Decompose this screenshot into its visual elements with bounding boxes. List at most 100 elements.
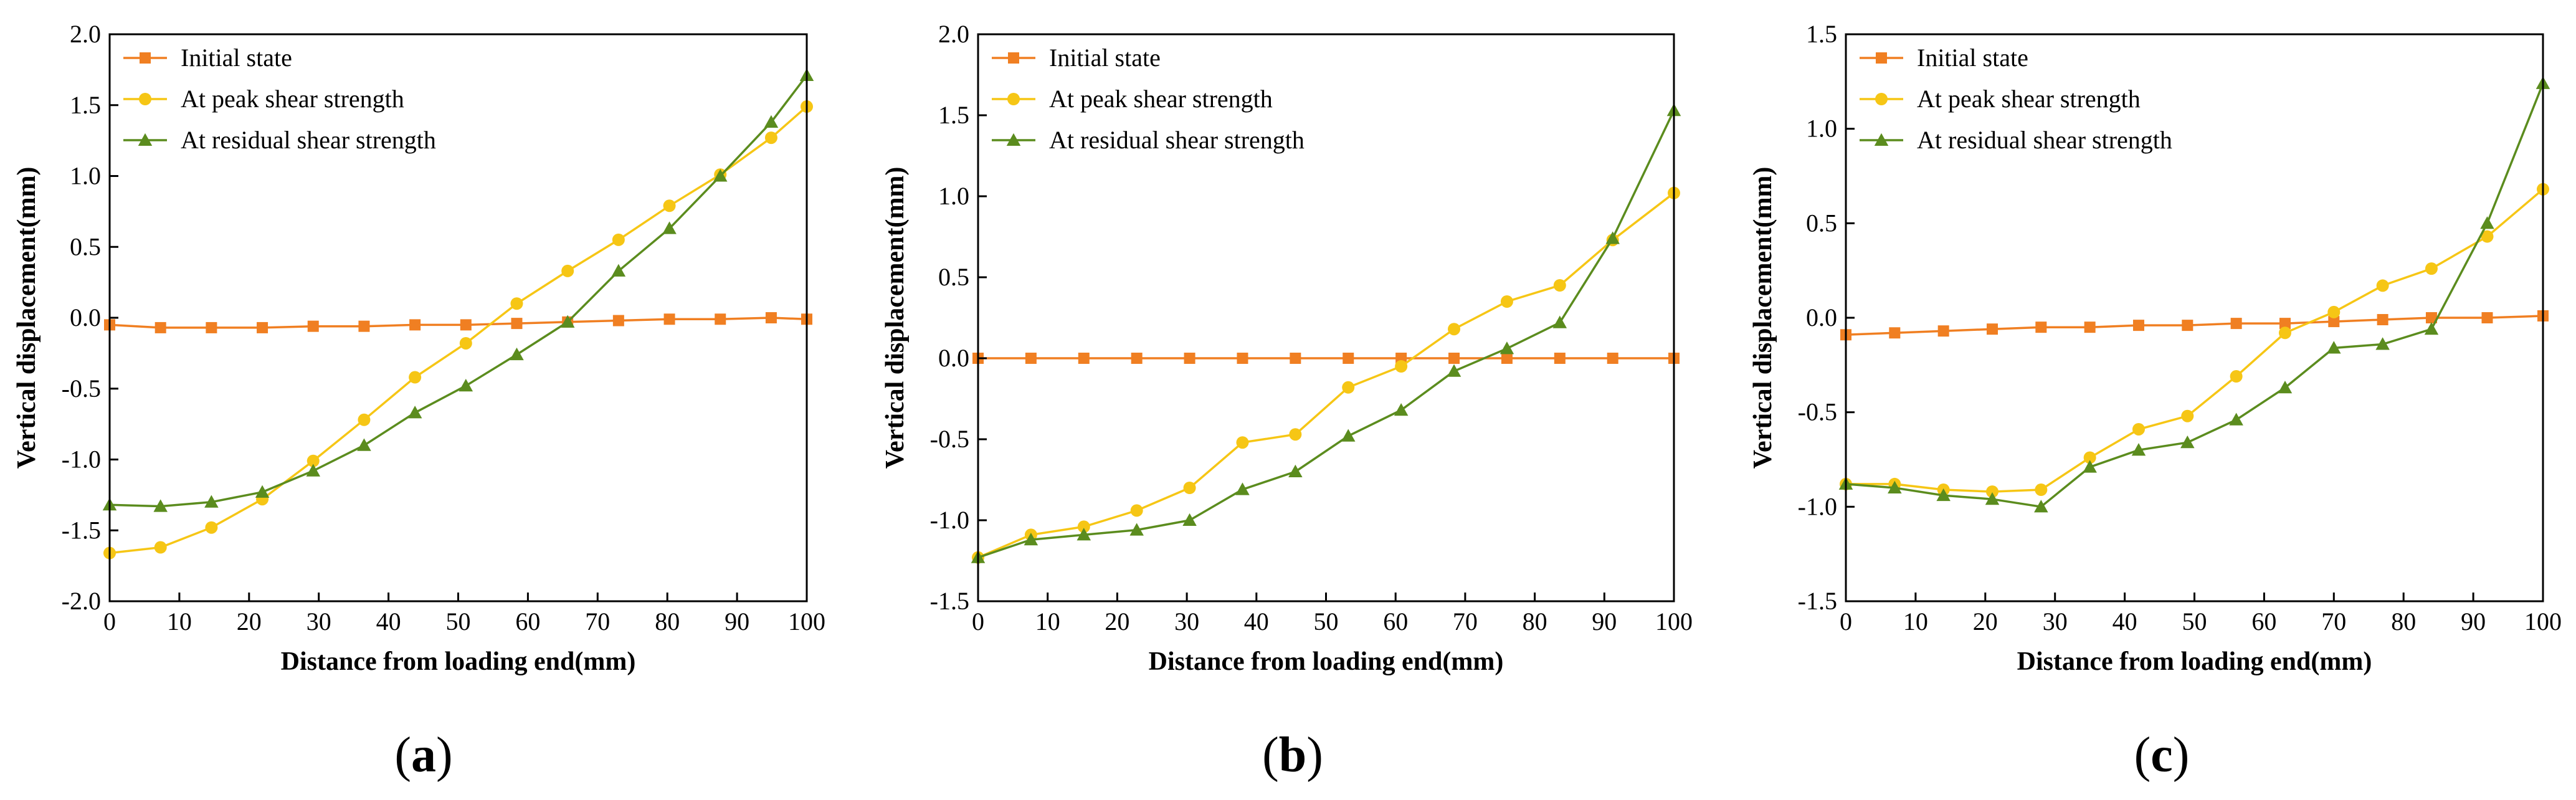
x-tick-label: 40 (1244, 607, 1269, 636)
data-point-1-3 (1985, 485, 1999, 498)
x-tick-label: 80 (655, 607, 680, 636)
legend: Initial state At peak shear strength At re… (1860, 44, 2172, 154)
data-point-2-4 (306, 464, 320, 477)
data-point-2-8 (510, 347, 524, 361)
legend-marker-2 (1006, 133, 1021, 146)
data-point-1-13 (764, 131, 777, 145)
x-tick-label: 90 (1592, 607, 1617, 636)
y-tick-label: -0.5 (62, 374, 101, 402)
caption-paren-open: ( (1262, 728, 1279, 783)
x-axis-title: Distance from loading end(mm) (281, 647, 636, 676)
data-point-0-9 (2279, 318, 2291, 330)
data-point-1-11 (2376, 279, 2389, 292)
data-point-1-11 (663, 199, 676, 212)
legend-label-0: Initial state (1917, 44, 2028, 72)
data-point-2-5 (357, 438, 371, 451)
caption-paren-close: ) (2173, 728, 2190, 783)
data-point-0-12 (2425, 312, 2437, 323)
caption-paren-open: ( (394, 728, 411, 783)
y-tick-label: -1.5 (930, 587, 969, 615)
data-point-2-6 (2131, 443, 2146, 456)
x-tick-label: 70 (2321, 607, 2346, 636)
legend: Initial state At peak shear strength At re… (992, 44, 1305, 154)
x-tick-label: 0 (972, 607, 984, 636)
y-tick-label: -1.0 (930, 506, 969, 534)
x-tick-label: 80 (2391, 607, 2416, 636)
y-tick-label: -1.5 (62, 516, 101, 544)
y-axis-title: Vertical displacement(mm) (12, 167, 41, 469)
legend-label-2: At residual shear strength (1049, 126, 1305, 154)
x-tick-label: 90 (725, 607, 749, 636)
data-point-1-4 (1183, 482, 1196, 494)
x-tick-label: 0 (1840, 607, 1852, 636)
data-point-0-5 (1237, 353, 1248, 364)
legend-marker-2 (138, 133, 153, 146)
data-point-0-12 (1607, 353, 1618, 364)
data-point-1-7 (1342, 381, 1355, 394)
x-tick-label: 100 (788, 607, 825, 636)
y-tick-label: 1.5 (1806, 20, 1837, 48)
data-point-0-6 (1290, 353, 1301, 364)
data-point-1-12 (2425, 262, 2438, 275)
data-point-2-11 (1552, 315, 1567, 328)
legend: Initial state At peak shear strength At re… (123, 44, 436, 154)
x-tick-label: 10 (167, 607, 192, 636)
x-tick-label: 30 (307, 607, 331, 636)
data-point-2-12 (1605, 231, 1620, 244)
legend-marker-0 (1008, 52, 1019, 64)
data-point-0-1 (154, 321, 166, 333)
x-tick-label: 20 (1105, 607, 1129, 636)
legend-label-1: At peak shear strength (1917, 85, 2141, 113)
data-point-1-10 (2327, 305, 2341, 318)
y-tick-label: 0.0 (1806, 303, 1837, 331)
legend-label-1: At peak shear strength (1049, 85, 1273, 113)
legend-label-1: At peak shear strength (181, 85, 404, 113)
legend-marker-1 (1875, 93, 1888, 105)
caption-paren-close: ) (1306, 728, 1323, 783)
panel-caption: (b) (1262, 728, 1323, 783)
y-tick-label: 1.0 (70, 162, 101, 190)
data-point-0-3 (257, 321, 269, 333)
data-point-1-2 (1077, 520, 1090, 533)
x-tick-label: 50 (2182, 607, 2207, 636)
data-point-2-8 (1394, 402, 1409, 416)
data-point-2-9 (2278, 380, 2293, 394)
data-point-1-13 (2481, 230, 2494, 243)
data-point-0-6 (2132, 320, 2144, 331)
data-point-1-8 (510, 297, 523, 310)
x-tick-label: 20 (237, 607, 262, 636)
data-point-1-3 (1130, 504, 1143, 517)
x-axis-title: Distance from loading end(mm) (1149, 647, 1504, 676)
y-tick-label: 0.0 (70, 303, 101, 331)
data-point-0-12 (715, 313, 726, 325)
x-tick-label: 20 (1973, 607, 1998, 636)
data-point-0-7 (1343, 353, 1354, 364)
data-point-2-7 (2180, 435, 2195, 449)
x-tick-label: 30 (2043, 607, 2068, 636)
data-point-2-2 (204, 495, 219, 508)
data-point-2-9 (1447, 364, 1461, 377)
data-point-1-11 (1553, 279, 1566, 292)
chart-panel-c: 0 10 20 30 40 50 60 70 80 90 100 -1.5 -1.0 -0.5 0.0 0.5… (1749, 20, 2562, 783)
data-point-0-11 (663, 313, 675, 325)
data-point-0-7 (2182, 320, 2193, 331)
data-point-2-4 (1182, 513, 1197, 526)
data-point-2-9 (560, 315, 575, 328)
y-tick-label: -0.5 (1798, 398, 1837, 426)
data-point-1-2 (205, 521, 218, 534)
data-point-1-9 (1448, 323, 1461, 336)
data-point-2-2 (1077, 528, 1091, 541)
data-point-1-6 (1289, 428, 1302, 441)
legend-marker-0 (140, 52, 151, 64)
y-tick-label: 1.0 (938, 182, 969, 210)
x-tick-label: 80 (1523, 607, 1547, 636)
y-tick-label: 0.5 (938, 263, 969, 291)
data-point-1-5 (2083, 451, 2096, 464)
x-tick-label: 0 (103, 607, 116, 636)
y-tick-label: -2.0 (62, 587, 101, 615)
data-point-1-8 (1395, 360, 1408, 373)
panel-caption: (c) (2134, 728, 2190, 783)
data-point-1-9 (2278, 326, 2291, 340)
y-tick-label: 1.0 (1806, 115, 1837, 143)
